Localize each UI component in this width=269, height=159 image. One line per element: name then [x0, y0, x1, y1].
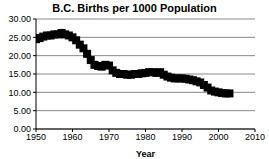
svg-text:1970: 1970 — [99, 132, 119, 142]
svg-text:Year: Year — [136, 149, 156, 159]
svg-text:1950: 1950 — [26, 132, 46, 143]
svg-text:25.00: 25.00 — [8, 33, 31, 43]
svg-text:1980: 1980 — [135, 132, 155, 142]
svg-text:0.00: 0.00 — [13, 124, 31, 134]
html-text:B.C. Births per 1000 Populatio: B.C. Births per 1000 Population — [52, 2, 217, 14]
svg-text:2000: 2000 — [208, 132, 228, 142]
svg-text:1990: 1990 — [172, 132, 192, 142]
svg-text:2010: 2010 — [245, 132, 261, 142]
svg-text:10.00: 10.00 — [8, 88, 31, 98]
svg-text:15.00: 15.00 — [8, 69, 31, 79]
svg-text:5.00: 5.00 — [13, 106, 31, 116]
svg-text:1960: 1960 — [62, 132, 82, 142]
svg-text:20.00: 20.00 — [8, 51, 31, 61]
svg-text:30.00: 30.00 — [8, 14, 31, 24]
